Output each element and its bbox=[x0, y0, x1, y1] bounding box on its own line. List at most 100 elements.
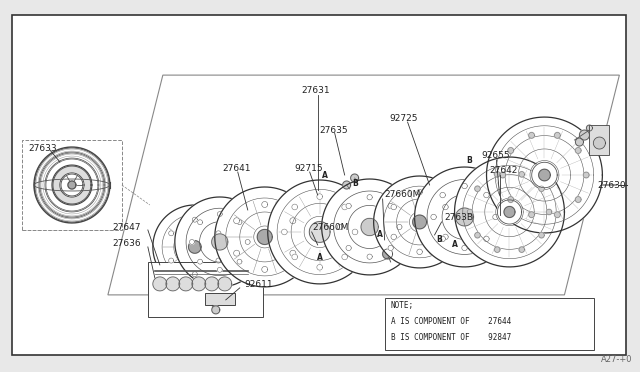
Polygon shape bbox=[413, 215, 426, 229]
Polygon shape bbox=[467, 209, 473, 215]
Polygon shape bbox=[342, 204, 348, 210]
Polygon shape bbox=[361, 218, 378, 235]
Polygon shape bbox=[374, 176, 465, 268]
Polygon shape bbox=[317, 264, 323, 270]
Polygon shape bbox=[415, 167, 515, 267]
Polygon shape bbox=[529, 212, 534, 218]
Polygon shape bbox=[218, 212, 222, 217]
Polygon shape bbox=[388, 203, 394, 209]
Polygon shape bbox=[383, 249, 392, 259]
Polygon shape bbox=[352, 229, 358, 235]
Polygon shape bbox=[484, 192, 489, 198]
Polygon shape bbox=[529, 132, 534, 138]
Text: 27631: 27631 bbox=[301, 86, 330, 94]
Polygon shape bbox=[539, 232, 544, 238]
Polygon shape bbox=[575, 148, 581, 153]
Polygon shape bbox=[237, 259, 242, 264]
Polygon shape bbox=[391, 234, 396, 240]
Polygon shape bbox=[532, 162, 557, 188]
Polygon shape bbox=[290, 250, 296, 256]
Polygon shape bbox=[169, 231, 173, 236]
Polygon shape bbox=[309, 222, 330, 242]
Polygon shape bbox=[575, 138, 584, 146]
Polygon shape bbox=[346, 203, 351, 209]
Polygon shape bbox=[205, 277, 219, 291]
Polygon shape bbox=[169, 258, 173, 263]
Polygon shape bbox=[583, 172, 589, 178]
Text: 27660M: 27660M bbox=[385, 190, 421, 199]
Polygon shape bbox=[179, 277, 193, 291]
Text: A: A bbox=[377, 230, 383, 240]
Polygon shape bbox=[456, 208, 474, 226]
Polygon shape bbox=[153, 205, 237, 289]
Polygon shape bbox=[290, 218, 296, 224]
Polygon shape bbox=[367, 254, 372, 259]
Polygon shape bbox=[462, 183, 467, 189]
Text: 27636: 27636 bbox=[112, 240, 141, 248]
Polygon shape bbox=[417, 249, 422, 254]
Polygon shape bbox=[215, 187, 315, 287]
Polygon shape bbox=[431, 214, 436, 220]
Text: B IS COMPONENT OF    92847: B IS COMPONENT OF 92847 bbox=[390, 333, 511, 342]
Polygon shape bbox=[342, 181, 351, 189]
Polygon shape bbox=[218, 267, 222, 272]
Polygon shape bbox=[484, 236, 489, 242]
Text: 27660M: 27660M bbox=[313, 224, 349, 232]
Polygon shape bbox=[237, 220, 242, 225]
Polygon shape bbox=[192, 272, 197, 277]
Polygon shape bbox=[216, 231, 221, 236]
Text: 27630: 27630 bbox=[597, 180, 626, 189]
Polygon shape bbox=[317, 194, 323, 199]
Text: 92725: 92725 bbox=[390, 113, 418, 122]
Polygon shape bbox=[440, 192, 445, 198]
Polygon shape bbox=[475, 186, 480, 192]
Polygon shape bbox=[342, 254, 348, 260]
Text: 27647: 27647 bbox=[112, 224, 140, 232]
Bar bbox=[148, 262, 263, 317]
Text: 27633: 27633 bbox=[28, 144, 56, 153]
Polygon shape bbox=[282, 229, 287, 235]
Polygon shape bbox=[440, 236, 445, 242]
Text: 27635: 27635 bbox=[320, 126, 348, 135]
Bar bbox=[205, 293, 235, 305]
Polygon shape bbox=[192, 217, 197, 222]
Polygon shape bbox=[539, 186, 544, 192]
Polygon shape bbox=[475, 232, 480, 238]
Polygon shape bbox=[175, 197, 265, 287]
Polygon shape bbox=[245, 240, 250, 244]
Polygon shape bbox=[497, 200, 522, 224]
Polygon shape bbox=[495, 171, 500, 177]
Polygon shape bbox=[454, 157, 564, 267]
Polygon shape bbox=[234, 218, 239, 224]
Polygon shape bbox=[388, 246, 394, 251]
Polygon shape bbox=[495, 247, 500, 252]
Polygon shape bbox=[234, 250, 239, 256]
Text: NOTE;: NOTE; bbox=[390, 301, 413, 310]
Text: A: A bbox=[317, 253, 323, 262]
Text: 92655: 92655 bbox=[481, 151, 510, 160]
Text: A27-+0: A27-+0 bbox=[602, 355, 633, 364]
Polygon shape bbox=[397, 224, 402, 230]
Polygon shape bbox=[198, 220, 202, 225]
Polygon shape bbox=[417, 189, 422, 195]
Polygon shape bbox=[500, 172, 506, 178]
Bar bbox=[22, 140, 122, 230]
Polygon shape bbox=[593, 137, 605, 149]
Polygon shape bbox=[346, 246, 351, 251]
Polygon shape bbox=[68, 181, 76, 189]
Polygon shape bbox=[189, 241, 201, 253]
Polygon shape bbox=[292, 254, 298, 260]
Polygon shape bbox=[216, 258, 221, 263]
Polygon shape bbox=[367, 195, 372, 200]
Bar bbox=[385, 298, 595, 350]
Polygon shape bbox=[189, 240, 195, 244]
Polygon shape bbox=[262, 202, 268, 208]
Polygon shape bbox=[539, 169, 550, 181]
Polygon shape bbox=[262, 266, 268, 272]
Polygon shape bbox=[35, 148, 109, 222]
Polygon shape bbox=[579, 130, 589, 140]
Polygon shape bbox=[61, 174, 83, 196]
Text: B: B bbox=[436, 235, 442, 244]
Polygon shape bbox=[508, 148, 514, 153]
Polygon shape bbox=[192, 277, 206, 291]
